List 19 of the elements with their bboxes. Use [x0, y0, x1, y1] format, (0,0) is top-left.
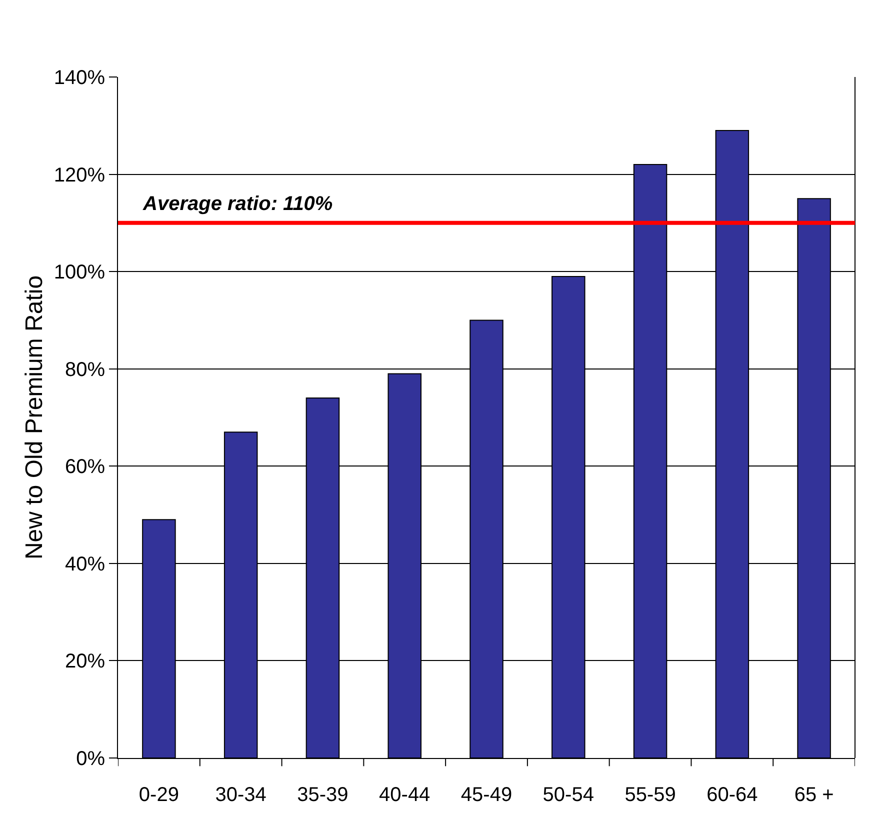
x-tick-label: 50-54 — [542, 784, 594, 806]
ref-line-label: Average ratio: 110% — [142, 193, 333, 215]
x-tick-label: 55-59 — [624, 784, 676, 806]
y-tick-label: 20% — [64, 650, 106, 673]
y-tick-label: 80% — [64, 358, 106, 381]
y-tick-label: 60% — [64, 456, 106, 478]
y-axis-title: New to Old Premium Ratio — [20, 275, 48, 560]
x-tick-label: 30-34 — [215, 784, 266, 806]
x-tick-label: 35-39 — [297, 784, 348, 806]
y-tick-label: 40% — [64, 553, 106, 576]
x-tick-label: 0-29 — [138, 784, 179, 806]
x-tick-label: 40-44 — [379, 784, 430, 806]
x-tick-label: 45-49 — [460, 784, 512, 806]
y-tick-label: 100% — [54, 262, 106, 284]
y-tick-label: 120% — [54, 164, 106, 186]
y-tick-label: 140% — [54, 67, 106, 89]
y-tick-label: 0% — [76, 748, 106, 770]
x-tick-label: 60-64 — [706, 784, 758, 806]
x-tick-label: 65 + — [794, 784, 834, 806]
